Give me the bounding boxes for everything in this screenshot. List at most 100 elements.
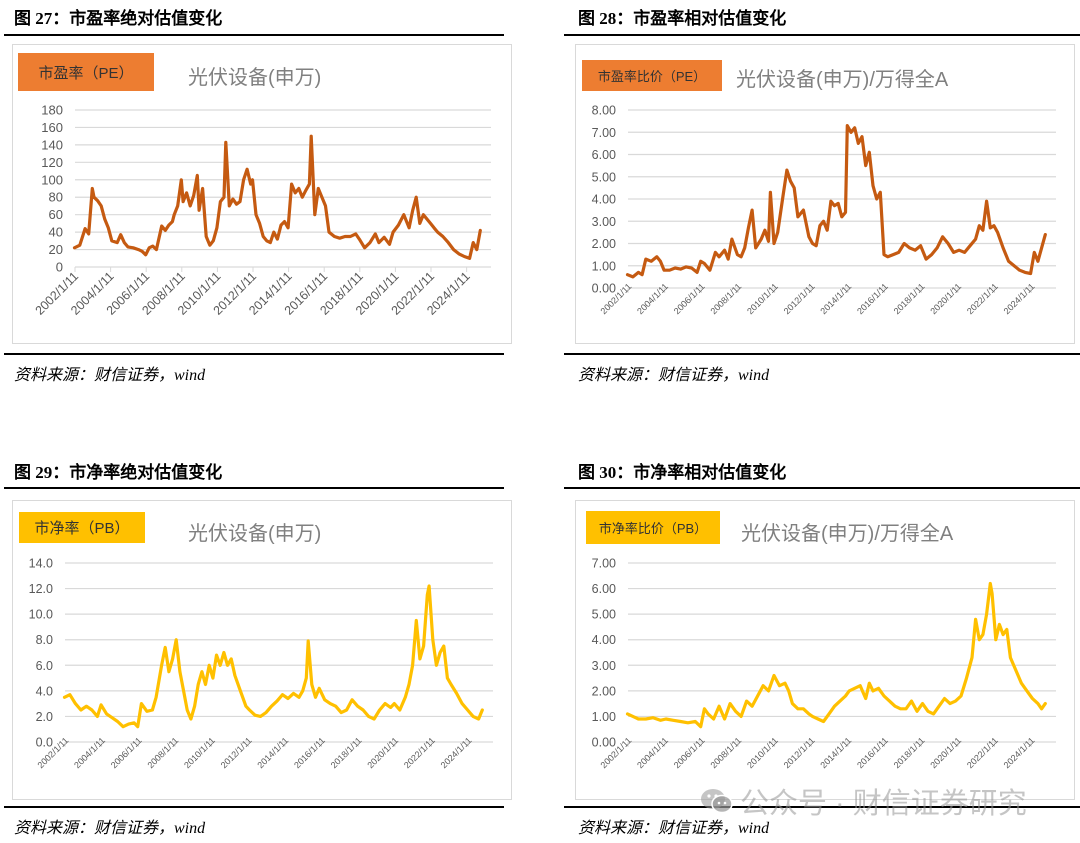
x-tick-label: 2022/1/11: [402, 735, 437, 770]
chart-subtitle: 光伏设备(申万): [188, 523, 322, 545]
x-tick-label: 2024/1/11: [439, 735, 474, 770]
y-tick-label: 4.00: [592, 193, 616, 207]
y-tick-label: 100: [41, 172, 63, 187]
y-tick-label: 7.00: [592, 126, 616, 140]
y-tick-label: 6.00: [592, 582, 616, 596]
x-tick-label: 2018/1/11: [329, 735, 364, 770]
series-badge: 市盈率（PE）: [18, 53, 154, 91]
x-tick-label: 2012/1/11: [782, 735, 817, 770]
x-tick-label: 2020/1/11: [928, 281, 963, 316]
y-tick-label: 8.0: [36, 633, 53, 647]
x-tick-label: 2016/1/11: [855, 735, 890, 770]
x-tick-label: 2018/1/11: [892, 735, 927, 770]
title-rule: [4, 487, 504, 489]
x-tick-label: 2012/1/11: [782, 281, 817, 316]
chart-subtitle: 光伏设备(申万)/万得全A: [741, 523, 954, 545]
source-rule: [4, 353, 504, 355]
y-tick-label: 6.0: [36, 659, 53, 673]
source-rule: [564, 806, 1080, 808]
chart-subtitle: 光伏设备(申万)/万得全A: [736, 69, 949, 91]
y-tick-label: 3.00: [592, 215, 616, 229]
y-tick-label: 8.00: [592, 104, 616, 118]
y-tick-label: 80: [49, 190, 63, 205]
y-tick-label: 0: [56, 260, 63, 275]
y-tick-label: 2.00: [592, 684, 616, 698]
series-line: [625, 123, 1047, 279]
figure-title: 图 30：市净率相对估值变化: [578, 463, 787, 482]
y-tick-label: 20: [49, 242, 63, 257]
source-note: 资料来源：财信证券，wind: [578, 367, 770, 384]
source-rule: [564, 353, 1080, 355]
x-tick-label: 2010/1/11: [745, 281, 780, 316]
wechat-icon: [700, 787, 734, 815]
y-tick-label: 60: [49, 207, 63, 222]
x-tick-label: 2020/1/11: [928, 735, 963, 770]
x-tick-label: 2008/1/11: [145, 735, 180, 770]
y-tick-label: 7.00: [592, 557, 616, 571]
chart-subtitle: 光伏设备(申万): [188, 67, 322, 89]
x-tick-label: 2010/1/11: [182, 735, 217, 770]
x-tick-label: 2008/1/11: [708, 735, 743, 770]
y-tick-label: 14.0: [29, 557, 53, 571]
x-tick-label: 2022/1/11: [965, 281, 1000, 316]
y-tick-label: 1.00: [592, 259, 616, 273]
figure-title: 图 29：市净率绝对估值变化: [14, 463, 223, 482]
chart-panel-pe-absolute: 市盈率（PE） 光伏设备(申万) 0 20 40 60 80 100 120 140 160 18…: [12, 44, 512, 344]
y-tick-label: 1.00: [592, 710, 616, 724]
y-tick-label: 0.0: [36, 736, 53, 750]
y-tick-label: 2.00: [592, 237, 616, 251]
x-tick-label: 2004/1/11: [72, 735, 107, 770]
y-tick-label: 0.00: [592, 282, 616, 296]
series-badge: 市净率（PB）: [19, 512, 145, 543]
x-tick-label: 2004/1/11: [635, 281, 670, 316]
x-tick-label: 2018/1/11: [892, 281, 927, 316]
y-tick-label: 40: [49, 225, 63, 240]
series-badge: 市净率比价（PB）: [586, 511, 720, 544]
series-line: [62, 584, 484, 729]
title-rule: [564, 34, 1080, 36]
y-tick-label: 4.0: [36, 684, 53, 698]
chart-panel-pb-relative: 市净率比价（PB） 光伏设备(申万)/万得全A 0.00 1.00 2.00 3.00…: [575, 500, 1075, 800]
x-tick-label: 2006/1/11: [672, 281, 707, 316]
y-tick-label: 180: [41, 103, 63, 118]
y-tick-label: 5.00: [592, 170, 616, 184]
series-badge: 市盈率比价（PE）: [582, 60, 722, 91]
x-tick-label: 2010/1/11: [745, 735, 780, 770]
x-tick-label: 2006/1/11: [672, 735, 707, 770]
line-chart: 0204060801001201401601802002/1/112004/1/…: [33, 103, 491, 318]
line-chart: 0.001.002.003.004.005.006.007.002002/1/1…: [592, 557, 1056, 770]
chart-panel-pb-absolute: 市净率（PB） 光伏设备(申万) 0.0 2.0 4.0 6.0 8.0 10.0 12.0…: [12, 500, 512, 800]
x-tick-label: 2006/1/11: [109, 735, 144, 770]
y-tick-label: 3.00: [592, 659, 616, 673]
x-tick-label: 2014/1/11: [818, 281, 853, 316]
x-tick-label: 2024/1/11: [1002, 281, 1037, 316]
y-tick-label: 140: [41, 137, 63, 152]
x-tick-label: 2024/1/11: [1002, 735, 1037, 770]
y-tick-label: 0.00: [592, 736, 616, 750]
y-tick-label: 5.00: [592, 608, 616, 622]
series-line: [625, 581, 1047, 729]
y-tick-label: 4.00: [592, 633, 616, 647]
source-rule: [4, 806, 504, 808]
title-rule: [4, 34, 504, 36]
source-note: 资料来源：财信证券，wind: [14, 820, 206, 837]
source-note: 资料来源：财信证券，wind: [578, 820, 770, 837]
y-tick-label: 10.0: [29, 608, 53, 622]
y-tick-label: 12.0: [29, 582, 53, 596]
x-tick-label: 2008/1/11: [708, 281, 743, 316]
y-tick-label: 2.0: [36, 710, 53, 724]
x-tick-label: 2014/1/11: [255, 735, 290, 770]
x-tick-label: 2012/1/11: [219, 735, 254, 770]
x-tick-label: 2022/1/11: [965, 735, 1000, 770]
y-tick-label: 160: [41, 120, 63, 135]
source-note: 资料来源：财信证券，wind: [14, 367, 206, 384]
title-rule: [564, 487, 1080, 489]
y-tick-label: 6.00: [592, 148, 616, 162]
watermark-text: 公众号 · 财信证券研究: [740, 788, 1027, 820]
x-tick-label: 2004/1/11: [635, 735, 670, 770]
watermark: 公众号 · 财信证券研究: [700, 780, 1027, 822]
y-tick-label: 120: [41, 155, 63, 170]
x-tick-label: 2016/1/11: [855, 281, 890, 316]
series-line: [72, 134, 482, 260]
